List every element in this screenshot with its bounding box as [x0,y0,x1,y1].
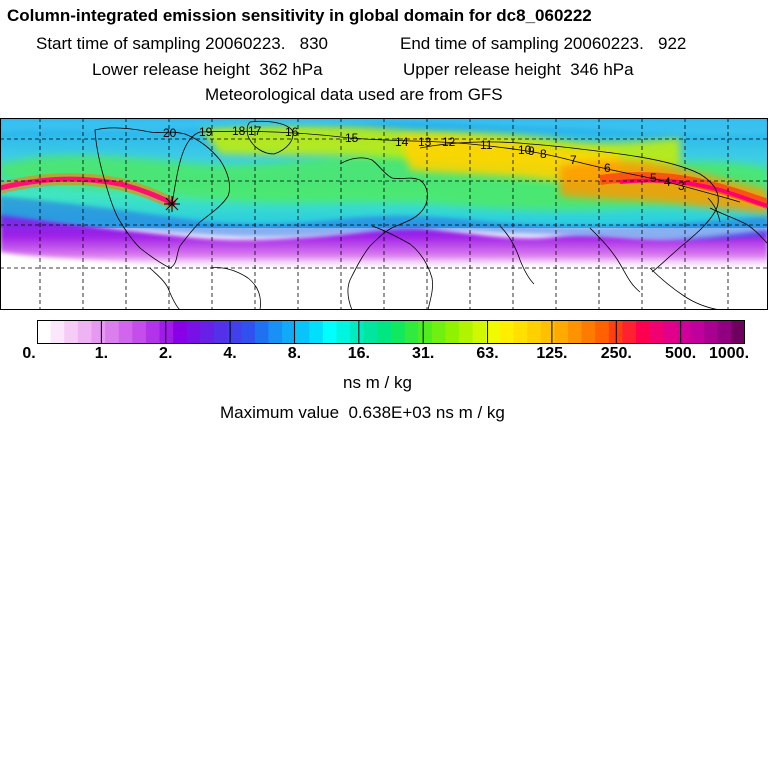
colorbar-cell [336,320,351,344]
trajectory-time-label: 18 [232,124,246,138]
colorbar-cell [568,320,583,344]
trajectory-time-label: 3 [678,179,685,193]
colorbar-cell [309,320,324,344]
colorbar-cell [622,320,637,344]
trajectory-time-label: 6 [604,161,611,175]
colorbar-cell [527,320,542,344]
coastlines [94,120,768,310]
trajectory-time-label: 7 [570,153,577,167]
met-source: Meteorological data used are from GFS [205,85,503,104]
trajectory-time-label: 16 [285,125,299,139]
colorbar-cell [486,320,501,344]
colorbar-cell [282,320,297,344]
colorbar-tick-label: 1. [94,345,109,362]
sampling-end: End time of sampling 20060223. 922 [400,34,687,53]
colorbar-cell [241,320,256,344]
colorbar [37,320,745,344]
trajectory-time-label: 13 [418,135,432,149]
colorbar-tick-label: 4. [223,345,237,362]
colorbar-cell [581,320,596,344]
trajectory-time-label: 9 [528,144,535,158]
colorbar-cell [173,320,188,344]
release-upper: Upper release height 346 hPa [403,60,634,79]
colorbar-cell [595,320,610,344]
colorbar-tick-label: 31. [412,345,435,362]
colorbar-cell [159,320,174,344]
colorbar-cell [214,320,229,344]
colorbar-cell [404,320,419,344]
colorbar-cell [445,320,460,344]
colorbar-cell [118,320,133,344]
trajectory-time-label: 14 [395,135,409,149]
colorbar-cell [132,320,147,344]
colorbar-cell [418,320,433,344]
colorbar-tick-label: 8. [287,345,302,362]
max-value: Maximum value 0.638E+03 ns m / kg [220,403,505,422]
map-title: Column-integrated emission sensitivity i… [7,6,592,25]
colorbar-cell [676,320,692,344]
trajectory-time-label: 17 [248,124,262,138]
trajectory-time-label: 20 [163,126,177,140]
colorbar-tick-label: 63. [476,345,499,362]
sensitivity-map: 20 19 18 17 16 15 14 13 12 11 109 8 7 6 5 4 3 [0,118,768,310]
colorbar-cell [540,320,555,344]
colorbar-tick-label: 2. [159,345,173,362]
trajectory-time-label: 4 [664,175,671,189]
colorbar-cell [704,320,719,344]
trajectory-time-label: 11 [480,138,493,152]
colorbar-cell [64,320,79,344]
colorbar-cell [200,320,215,344]
colorbar-cell [636,320,651,344]
colorbar-cell [105,320,120,344]
colorbar-cell [663,320,678,344]
colorbar-unit: ns m / kg [343,373,412,392]
colorbar-cell [554,320,569,344]
colorbar-cell [472,320,487,344]
colorbar-cell [377,320,392,344]
colorbar-cell [50,320,65,344]
colorbar-cell [322,320,338,344]
colorbar-cell [91,320,106,344]
colorbar-cell [363,320,378,344]
colorbar-tick-label: 250. [600,345,632,362]
colorbar-tick-label: 16. [347,345,370,362]
colorbar-cell [649,320,664,344]
colorbar-cell [295,320,310,344]
release-point-marker [164,196,180,212]
trajectory-time-label: 8 [540,147,547,161]
colorbar-tick-label: 500. [665,345,697,362]
lat-lon-grid [0,118,768,310]
trajectory-time-label: 19 [199,125,213,139]
colorbar-tick-label: 1000. [708,345,750,362]
trajectory-time-labels: 20 19 18 17 16 15 14 13 12 11 109 8 7 6 5 4 3 [163,124,685,193]
colorbar-tick-label: 0. [22,345,36,362]
sampling-start: Start time of sampling 20060223. 830 [36,34,329,53]
trajectory [171,130,741,205]
colorbar-cell [254,320,270,344]
colorbar-cell [499,320,515,344]
colorbar-cell [227,320,242,344]
colorbar-cell [391,320,406,344]
colorbar-cell [77,320,93,344]
colorbar-cell [731,320,745,344]
trajectory-time-label: 12 [442,135,456,149]
colorbar-cell [186,320,201,344]
colorbar-cell [717,320,732,344]
trajectory-time-label: 15 [345,131,359,145]
colorbar-cell [37,320,52,344]
colorbar-cell [268,320,283,344]
release-lower: Lower release height 362 hPa [92,60,323,79]
trajectory-time-label: 10 [518,143,532,157]
colorbar-cell [431,320,447,344]
colorbar-cell [350,320,365,344]
colorbar-cell [690,320,705,344]
colorbar-tick-label: 125. [536,345,568,362]
trajectory-time-label: 5 [650,171,657,185]
colorbar-cell [459,320,474,344]
colorbar-cell [513,320,528,344]
colorbar-cell [145,320,161,344]
